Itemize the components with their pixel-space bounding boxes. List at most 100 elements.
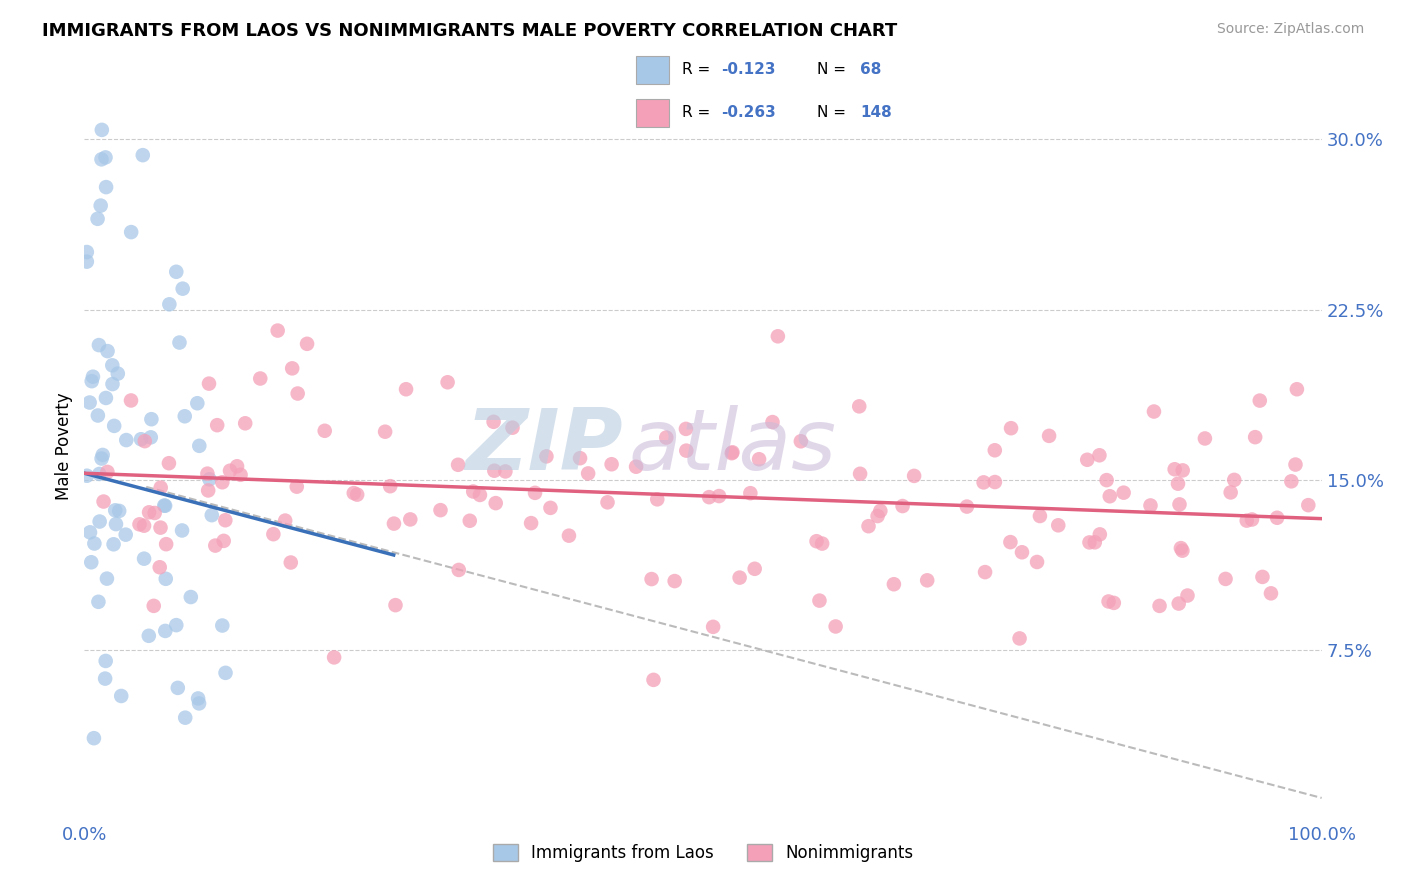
Point	[198, 472, 221, 486]
Point	[132, 551, 155, 566]
Point	[226, 459, 249, 474]
Point	[132, 518, 155, 533]
Point	[96, 344, 118, 359]
Point	[458, 514, 481, 528]
Point	[645, 492, 668, 507]
Point	[82, 369, 104, 384]
Point	[166, 681, 188, 695]
Point	[79, 395, 101, 409]
Point	[1219, 485, 1241, 500]
Point	[129, 432, 152, 446]
Point	[740, 486, 762, 500]
Point	[624, 459, 647, 474]
Point	[142, 599, 165, 613]
Point	[1095, 473, 1118, 487]
Point	[188, 697, 211, 711]
Point	[536, 450, 558, 464]
Point	[211, 475, 233, 490]
Point	[86, 211, 108, 226]
Point	[974, 565, 997, 579]
Text: 68: 68	[860, 62, 882, 78]
Text: N =: N =	[817, 62, 846, 78]
Point	[1194, 432, 1216, 446]
Point	[211, 618, 233, 632]
Point	[790, 434, 813, 449]
Point	[1285, 382, 1308, 396]
Point	[134, 434, 156, 449]
Point	[436, 376, 458, 390]
Point	[89, 515, 111, 529]
Point	[640, 572, 662, 586]
Point	[463, 484, 485, 499]
Point	[80, 555, 103, 569]
Point	[697, 490, 720, 504]
Point	[721, 445, 744, 459]
Point	[188, 439, 211, 453]
Point	[173, 409, 195, 424]
Point	[429, 503, 451, 517]
Point	[664, 574, 686, 588]
Point	[90, 198, 112, 212]
Point	[395, 382, 418, 396]
Point	[285, 480, 308, 494]
Point	[155, 624, 177, 638]
Point	[165, 265, 187, 279]
Point	[280, 556, 302, 570]
Point	[229, 467, 252, 482]
Point	[214, 665, 236, 680]
Point	[501, 420, 523, 434]
Point	[214, 513, 236, 527]
Point	[728, 571, 751, 585]
Point	[1167, 597, 1189, 611]
Point	[380, 479, 402, 493]
Point	[76, 254, 98, 268]
Point	[186, 396, 208, 410]
Point	[984, 475, 1007, 489]
Point	[675, 443, 697, 458]
Point	[494, 465, 516, 479]
Point	[675, 422, 697, 436]
Point	[201, 508, 224, 523]
Point	[295, 336, 318, 351]
Point	[120, 225, 142, 239]
Point	[138, 505, 160, 519]
Bar	[636, 56, 669, 84]
Point	[1260, 586, 1282, 600]
Point	[197, 467, 219, 481]
Point	[1279, 475, 1302, 489]
Point	[87, 595, 110, 609]
Point	[94, 391, 117, 405]
Point	[346, 488, 368, 502]
Point	[1168, 497, 1191, 511]
Point	[94, 672, 117, 686]
Bar	[636, 99, 669, 127]
Point	[447, 458, 470, 472]
Point	[172, 282, 194, 296]
Point	[93, 494, 115, 508]
Point	[76, 468, 98, 483]
Point	[91, 448, 114, 462]
Point	[1143, 404, 1166, 418]
Point	[1102, 596, 1125, 610]
Point	[600, 457, 623, 471]
Point	[1088, 448, 1111, 462]
Point	[374, 425, 396, 439]
Point	[761, 415, 783, 429]
Point	[720, 446, 742, 460]
Point	[101, 377, 124, 392]
Point	[281, 361, 304, 376]
Legend: Immigrants from Laos, Nonimmigrants: Immigrants from Laos, Nonimmigrants	[486, 837, 920, 869]
Point	[149, 481, 172, 495]
Point	[153, 499, 176, 513]
Point	[1171, 543, 1194, 558]
Point	[984, 443, 1007, 458]
Point	[120, 393, 142, 408]
Point	[87, 338, 110, 352]
Point	[274, 514, 297, 528]
Point	[249, 371, 271, 385]
Point	[204, 539, 226, 553]
Point	[94, 654, 117, 668]
Point	[141, 412, 163, 426]
Point	[903, 469, 925, 483]
Point	[1298, 498, 1320, 512]
